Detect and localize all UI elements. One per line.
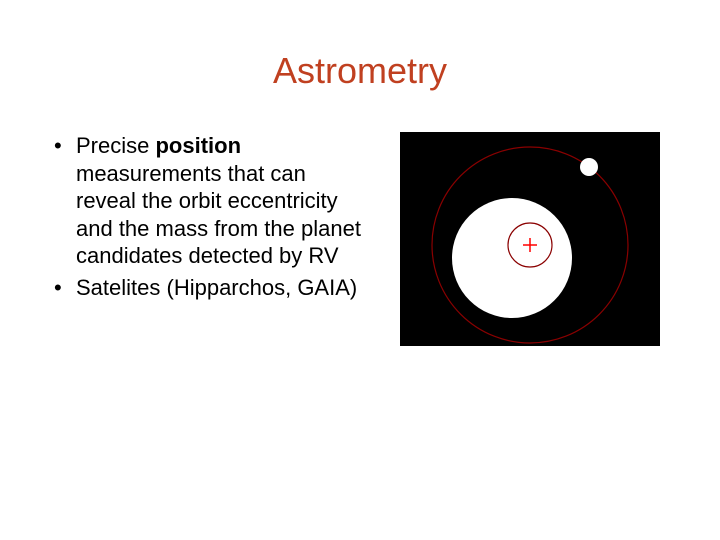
astrometry-diagram <box>400 132 660 346</box>
slide: Astrometry Precise position measurements… <box>0 0 720 540</box>
bullet-text-suffix: measurements that can reveal the orbit e… <box>76 161 361 269</box>
text-column: Precise position measurements that can r… <box>50 132 370 305</box>
bullet-list: Precise position measurements that can r… <box>50 132 370 301</box>
bullet-item: Satelites (Hipparchos, GAIA) <box>50 274 370 302</box>
bullet-text-bold: position <box>155 133 241 158</box>
bullet-text-prefix: Precise <box>76 133 155 158</box>
slide-title: Astrometry <box>50 50 670 92</box>
content-row: Precise position measurements that can r… <box>50 132 670 351</box>
planet <box>580 158 598 176</box>
bullet-item: Precise position measurements that can r… <box>50 132 370 270</box>
diagram-column <box>400 132 660 351</box>
bullet-text-prefix: Satelites (Hipparchos, GAIA) <box>76 275 357 300</box>
